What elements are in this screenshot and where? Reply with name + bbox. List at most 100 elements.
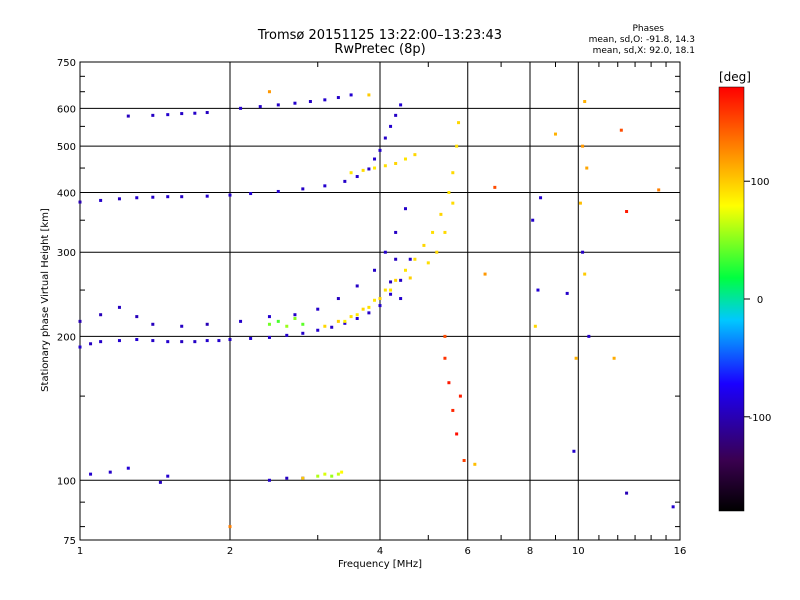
- data-point: [671, 505, 675, 509]
- data-point: [285, 333, 289, 337]
- data-point: [349, 93, 353, 97]
- stats-heading: Phases: [632, 24, 664, 34]
- data-point: [258, 105, 262, 109]
- data-point: [457, 121, 461, 125]
- colorbar-tick-label: -100: [749, 413, 772, 424]
- data-point: [389, 124, 393, 128]
- data-point: [267, 322, 271, 326]
- x-tick-label: 8: [527, 546, 533, 557]
- data-point: [578, 201, 582, 205]
- data-point: [389, 280, 393, 284]
- data-point: [89, 342, 93, 346]
- y-tick-label: 300: [57, 248, 76, 259]
- data-point: [451, 171, 455, 175]
- data-point: [151, 195, 155, 199]
- data-point: [612, 356, 616, 360]
- data-point: [349, 315, 353, 319]
- data-point: [553, 132, 557, 136]
- data-point: [439, 212, 443, 216]
- data-point: [308, 100, 312, 104]
- data-point: [126, 114, 130, 118]
- data-point: [383, 250, 387, 254]
- data-point: [293, 101, 297, 105]
- data-point: [166, 113, 170, 117]
- data-point: [531, 218, 535, 222]
- data-point: [135, 338, 139, 342]
- x-tick-label: 2: [227, 546, 233, 557]
- data-point: [403, 157, 407, 161]
- colorbar-tick-label: 0: [757, 295, 763, 306]
- data-point: [583, 272, 587, 276]
- data-point: [394, 230, 398, 234]
- data-point: [239, 106, 243, 110]
- data-point: [572, 449, 576, 453]
- data-point: [78, 319, 82, 323]
- data-point: [355, 316, 359, 320]
- data-point: [228, 525, 232, 529]
- data-point: [323, 472, 327, 476]
- data-point: [301, 476, 305, 480]
- data-point: [389, 292, 393, 296]
- data-point: [99, 198, 103, 202]
- chart-title: Tromsø 20151125 13:22:00–13:23:43: [257, 28, 502, 43]
- data-point: [581, 144, 585, 148]
- data-point: [228, 193, 232, 197]
- data-point: [447, 381, 451, 385]
- data-point: [180, 324, 184, 328]
- data-point: [539, 196, 543, 200]
- data-points: [78, 90, 675, 529]
- data-point: [373, 166, 377, 170]
- data-point: [394, 161, 398, 165]
- stats-line-x: mean, sd,X: 92.0, 18.1: [593, 46, 695, 56]
- data-point: [276, 103, 280, 107]
- grid-lines: [80, 62, 680, 540]
- colorbar-tick-label: 100: [750, 177, 769, 188]
- data-point: [301, 331, 305, 335]
- data-point: [447, 190, 451, 194]
- data-point: [78, 345, 82, 349]
- colorbar-ticks: 100 0 -100: [744, 177, 771, 424]
- data-point: [355, 284, 359, 288]
- data-point: [267, 315, 271, 319]
- data-point: [625, 491, 629, 495]
- data-point: [166, 340, 170, 344]
- y-axis-label: Stationary phase Virtual Height [km]: [40, 208, 51, 392]
- data-point: [330, 474, 334, 478]
- data-point: [399, 278, 403, 282]
- data-point: [276, 189, 280, 193]
- x-tick-label: 16: [674, 546, 687, 557]
- data-point: [581, 250, 585, 254]
- data-point: [301, 187, 305, 191]
- data-point: [367, 93, 371, 97]
- data-point: [403, 268, 407, 272]
- x-tick-label: 4: [377, 546, 383, 557]
- data-point: [443, 356, 447, 360]
- y-tick-label: 400: [57, 188, 76, 199]
- data-point: [458, 394, 462, 398]
- data-point: [217, 339, 221, 343]
- data-point: [126, 466, 130, 470]
- data-point: [413, 257, 417, 261]
- y-axis-ticks: 75 100 200 300 400 500 600 750: [57, 58, 680, 547]
- colorbar-label: [deg]: [719, 70, 751, 84]
- data-point: [413, 153, 417, 157]
- data-point: [378, 304, 382, 308]
- x-axis-label: Frequency [MHz]: [338, 559, 422, 570]
- data-point: [151, 322, 155, 326]
- data-point: [533, 324, 537, 328]
- data-point: [340, 470, 344, 474]
- data-point: [585, 166, 589, 170]
- data-point: [336, 297, 340, 301]
- data-point: [205, 322, 209, 326]
- data-point: [355, 313, 359, 317]
- data-point: [180, 340, 184, 344]
- data-point: [267, 90, 271, 94]
- y-tick-label: 75: [63, 536, 76, 547]
- data-point: [166, 474, 170, 478]
- data-point: [473, 462, 477, 466]
- data-point: [323, 324, 327, 328]
- data-point: [99, 340, 103, 344]
- x-tick-label: 1: [77, 546, 83, 557]
- data-point: [180, 112, 184, 116]
